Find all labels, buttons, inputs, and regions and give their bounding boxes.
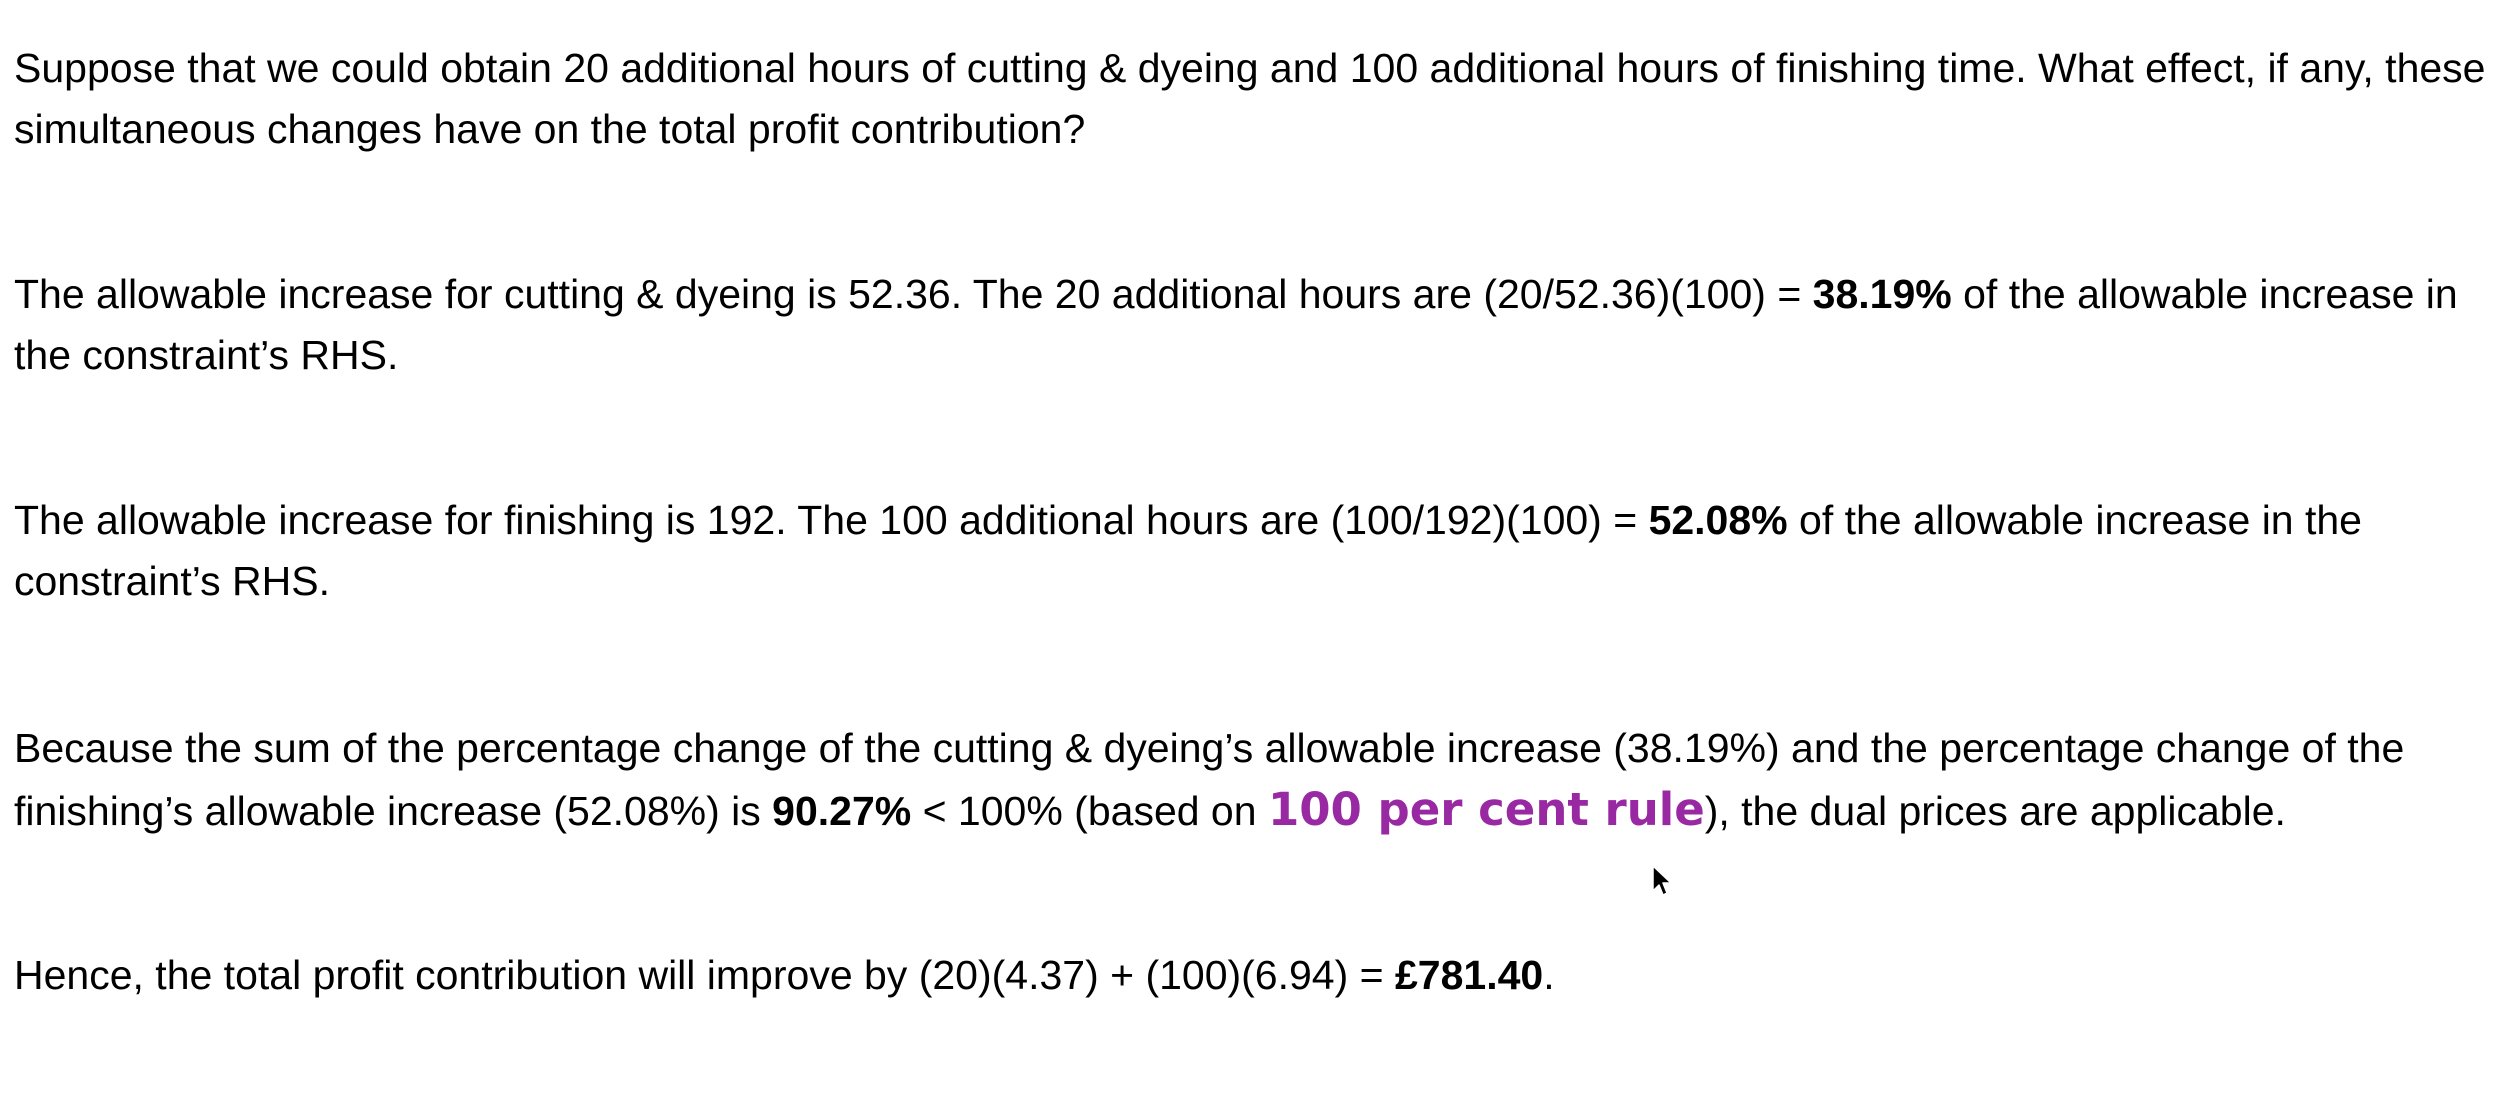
cutting-dyeing-text: The allowable increase for cutting & dye… [14,271,1813,317]
slide-content: Suppose that we could obtain 20 addition… [14,38,2504,1006]
profit-total: £781.40 [1395,952,1544,998]
cutting-dyeing-text-end: of the allowable increase in the constra… [14,271,2458,378]
sum-text-mid: < 100% (based on [911,788,1268,834]
conclusion-text: Hence, the total profit contribution wil… [14,952,1395,998]
finishing-text-end: of the allowable increase in the constra… [14,497,2362,604]
sum-paragraph: Because the sum of the percentage change… [14,718,2504,842]
sum-percentage: 90.27% [772,788,912,834]
mouse-pointer-icon [1652,865,1672,896]
finishing-percentage: 52.08% [1648,497,1788,543]
conclusion-text-end: . [1543,952,1555,998]
sum-text-end: ), the dual prices are applicable. [1704,788,2286,834]
finishing-text: The allowable increase for finishing is … [14,497,1649,543]
finishing-paragraph: The allowable increase for finishing is … [14,490,2504,612]
cutting-dyeing-paragraph: The allowable increase for cutting & dye… [14,264,2504,386]
hundred-percent-rule-highlight: 100 per cent rule [1267,783,1705,836]
question-text: Suppose that we could obtain 20 addition… [14,45,2486,152]
question-paragraph: Suppose that we could obtain 20 addition… [14,38,2504,160]
conclusion-paragraph: Hence, the total profit contribution wil… [14,945,2504,1006]
sum-text: Because the sum of the percentage change… [14,725,2405,834]
cutting-dyeing-percentage: 38.19% [1812,271,1952,317]
